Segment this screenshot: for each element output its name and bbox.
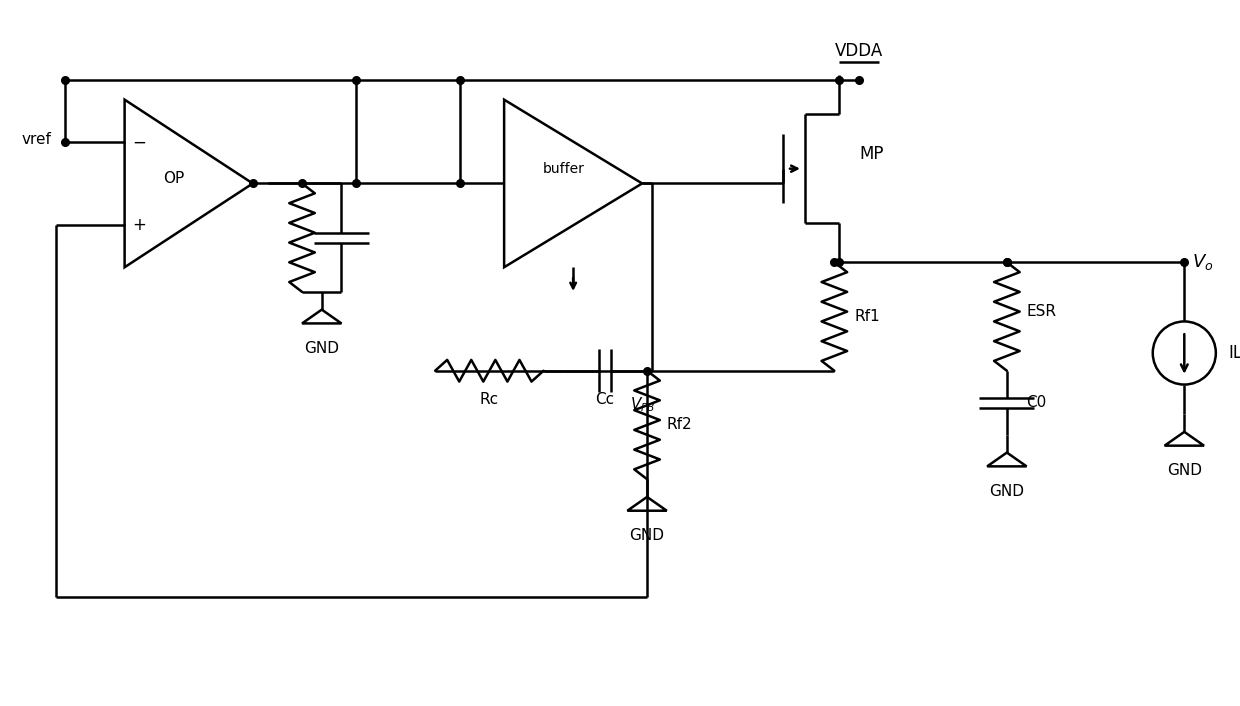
Text: buffer: buffer: [542, 162, 584, 176]
Text: Rc: Rc: [480, 393, 498, 407]
Text: Rf2: Rf2: [667, 417, 692, 433]
Text: Rf1: Rf1: [854, 309, 879, 324]
Text: vref: vref: [21, 132, 51, 147]
Text: GND: GND: [304, 341, 340, 356]
Text: IL: IL: [1229, 344, 1240, 362]
Text: $-$: $-$: [133, 133, 146, 150]
Text: GND: GND: [630, 529, 665, 544]
Text: MP: MP: [859, 145, 884, 163]
Text: ESR: ESR: [1027, 304, 1056, 319]
Text: $V_o$: $V_o$: [1192, 252, 1214, 273]
Text: $+$: $+$: [133, 216, 146, 234]
Text: $V_{FB}$: $V_{FB}$: [630, 395, 655, 414]
Text: GND: GND: [990, 484, 1024, 499]
Text: VDDA: VDDA: [835, 42, 883, 60]
Text: GND: GND: [1167, 463, 1202, 479]
Text: Cc: Cc: [595, 393, 615, 407]
Text: C0: C0: [1027, 395, 1047, 410]
Text: OP: OP: [164, 171, 185, 186]
